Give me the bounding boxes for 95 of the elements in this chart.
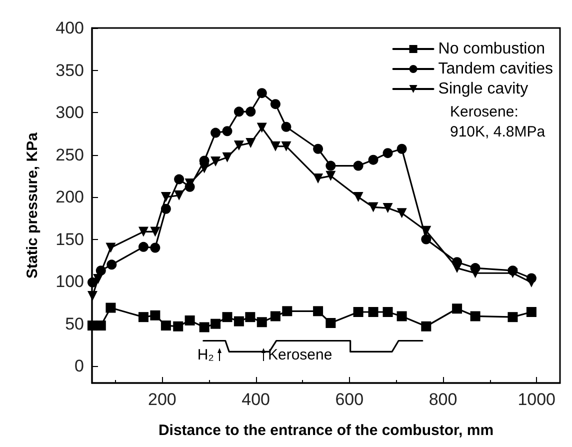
point (106, 260, 117, 270)
point (234, 316, 244, 326)
point (353, 307, 364, 317)
point (87, 290, 98, 301)
point (256, 122, 267, 133)
point (199, 322, 210, 332)
point (210, 128, 221, 138)
point (222, 312, 232, 322)
point (368, 154, 378, 165)
point (174, 190, 184, 200)
point (353, 160, 364, 171)
point (184, 315, 195, 326)
point (234, 140, 244, 150)
point (160, 204, 171, 214)
legend-label: Single cavity (438, 80, 528, 98)
x-axis-title: Distance to the entrance of the combustor, mm (158, 422, 494, 439)
point (382, 148, 393, 158)
point (87, 277, 98, 288)
point (382, 307, 393, 317)
y-tick-label: 250 (56, 145, 84, 164)
point (150, 242, 160, 253)
point (326, 318, 336, 328)
point (313, 144, 324, 154)
point (93, 274, 104, 284)
point (96, 266, 106, 276)
point (396, 311, 407, 322)
point (199, 163, 210, 174)
y-tick-label: 200 (56, 188, 84, 207)
point (421, 234, 432, 244)
point (526, 277, 536, 288)
point (150, 310, 160, 320)
x-tick-label: 800 (428, 390, 458, 409)
legend-label: Tandem cavities (438, 60, 553, 78)
y-tick-label: 300 (56, 103, 84, 122)
point (326, 160, 336, 171)
point (234, 106, 244, 117)
point (173, 321, 184, 332)
point (210, 156, 221, 167)
point (368, 202, 378, 212)
point (368, 307, 378, 317)
point (150, 226, 160, 237)
point (313, 173, 324, 184)
y-tick-label: 350 (56, 60, 84, 80)
point (396, 208, 407, 218)
y-tick-label: 50 (65, 314, 84, 334)
point (256, 317, 267, 328)
point (174, 174, 184, 184)
point (281, 122, 292, 132)
point (246, 138, 256, 148)
point (270, 99, 280, 110)
point (326, 170, 336, 181)
point (246, 106, 256, 117)
point (270, 311, 280, 322)
legend-label: No combustion (438, 40, 545, 58)
x-tick-label: 1000 (518, 390, 556, 409)
point (452, 304, 462, 314)
y-tick-label: 100 (56, 272, 84, 292)
x-tick-label: 600 (335, 390, 364, 409)
point (222, 152, 232, 162)
point (222, 126, 232, 136)
point (106, 242, 116, 253)
x-tick-label: 400 (242, 390, 270, 409)
point (313, 306, 324, 316)
point (526, 307, 536, 317)
y-axis-title: Static pressure, KPa (24, 132, 41, 278)
point (470, 311, 480, 322)
y-tick-label: 400 (56, 18, 84, 38)
point (382, 203, 393, 214)
point (452, 263, 462, 274)
y-tick-label: 150 (56, 230, 84, 249)
point (160, 320, 171, 331)
annotation: H₂ (197, 346, 214, 364)
y-tick-label: 0 (74, 356, 84, 376)
x-tick-label: 200 (148, 390, 176, 409)
point (138, 226, 148, 237)
point (245, 312, 256, 322)
point (256, 88, 267, 98)
point (508, 312, 518, 322)
point (96, 320, 106, 331)
point (138, 312, 148, 322)
point (508, 268, 518, 278)
point (470, 268, 480, 278)
point (421, 321, 432, 332)
annotation: Kerosene: 910K, 4.8MPa (450, 104, 546, 140)
point (138, 242, 148, 252)
point (281, 141, 292, 152)
point (160, 192, 171, 202)
point (106, 302, 116, 313)
point (282, 306, 292, 316)
point (210, 318, 221, 329)
point (396, 144, 407, 154)
point (421, 226, 432, 236)
point (270, 141, 280, 152)
annotation: Kerosene (268, 346, 332, 364)
point (353, 192, 364, 202)
